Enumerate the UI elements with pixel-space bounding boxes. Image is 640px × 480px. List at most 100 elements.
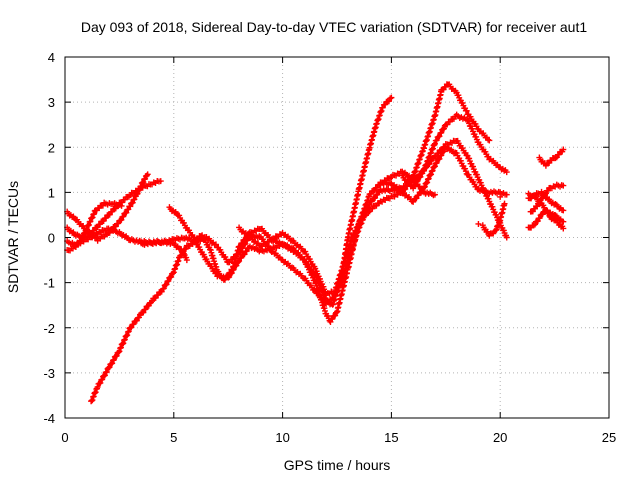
data-marker <box>112 223 119 230</box>
data-marker <box>486 137 493 144</box>
data-marker <box>125 328 132 335</box>
data-marker <box>235 259 242 266</box>
series-track-7 <box>138 94 395 308</box>
data-marker <box>372 194 379 201</box>
data-marker <box>352 227 359 234</box>
data-marker <box>503 191 510 198</box>
data-marker <box>560 218 567 225</box>
data-marker <box>115 220 122 227</box>
x-tick-label: 0 <box>61 430 68 445</box>
data-marker <box>436 155 443 162</box>
data-marker <box>117 344 124 351</box>
data-marker <box>101 372 108 379</box>
y-axis-label: SDTVAR / TECUs <box>5 181 21 293</box>
data-marker <box>463 107 470 114</box>
data-marker <box>115 349 122 356</box>
data-marker <box>163 281 170 288</box>
data-marker <box>560 182 567 189</box>
data-marker <box>109 360 116 367</box>
series-track-6 <box>166 144 510 325</box>
y-tick-label: 0 <box>48 231 55 246</box>
x-tick-label: 20 <box>493 430 507 445</box>
outlier-marker <box>475 220 482 227</box>
data-marker <box>371 187 378 194</box>
y-tick-label: -1 <box>43 276 55 291</box>
data-marker <box>149 298 156 305</box>
data-marker <box>440 125 447 132</box>
data-marker <box>110 356 117 363</box>
data-marker <box>118 202 125 209</box>
y-tick-label: -2 <box>43 321 55 336</box>
data-marker <box>368 198 375 205</box>
data-marker <box>417 173 424 180</box>
y-tick-label: 1 <box>48 185 55 200</box>
data-marker <box>436 133 443 140</box>
data-marker <box>429 167 436 174</box>
data-marker <box>402 186 409 193</box>
data-marker <box>332 312 339 319</box>
data-marker <box>327 318 334 325</box>
data-marker <box>152 294 159 301</box>
data-marker <box>532 221 539 228</box>
data-marker <box>120 340 127 347</box>
data-marker <box>356 219 363 226</box>
data-marker <box>140 309 147 316</box>
data-marker <box>362 212 369 219</box>
data-marker <box>99 376 106 383</box>
data-marker <box>419 170 426 177</box>
data-marker <box>349 235 356 241</box>
data-marker <box>168 273 175 280</box>
outlier-marker <box>551 211 558 218</box>
outlier-marker <box>497 193 504 200</box>
data-marker <box>109 208 116 215</box>
data-marker <box>182 245 189 252</box>
data-marker <box>180 249 187 256</box>
data-marker <box>388 94 395 101</box>
data-marker <box>385 98 392 105</box>
data-marker <box>413 195 420 202</box>
data-marker <box>367 190 374 197</box>
data-marker <box>94 224 101 231</box>
series-track-5 <box>88 137 510 405</box>
data-markers <box>64 81 567 405</box>
grid <box>65 57 609 418</box>
data-marker <box>155 291 162 298</box>
data-marker <box>87 218 94 225</box>
data-marker <box>212 241 219 248</box>
data-marker <box>100 217 107 224</box>
data-marker <box>374 191 381 198</box>
data-marker <box>233 262 240 269</box>
data-marker <box>239 239 246 246</box>
series-track-9 <box>399 111 510 192</box>
y-tick-label: 3 <box>48 95 55 110</box>
data-marker <box>130 321 137 328</box>
data-marker <box>536 215 543 222</box>
data-marker <box>428 171 435 178</box>
data-marker <box>116 348 123 355</box>
data-marker <box>534 218 541 225</box>
data-marker <box>183 257 190 264</box>
data-marker <box>438 152 445 159</box>
data-marker <box>89 214 96 221</box>
x-tick-label: 15 <box>384 430 398 445</box>
data-marker <box>178 252 185 259</box>
data-marker <box>135 314 142 321</box>
data-marker <box>560 225 567 232</box>
data-marker <box>142 306 149 313</box>
data-marker <box>379 104 386 111</box>
data-marker <box>140 179 147 186</box>
data-marker <box>103 214 110 221</box>
data-marker <box>158 288 165 295</box>
data-marker <box>241 251 248 258</box>
x-axis-label: GPS time / hours <box>284 457 391 473</box>
data-marker <box>129 199 136 206</box>
x-tick-label: 10 <box>275 430 289 445</box>
data-marker <box>82 229 89 236</box>
data-marker <box>144 171 151 178</box>
data-marker <box>237 243 244 250</box>
axis-ticks: 0 5 10 15 20 25 -4 -3 -2 -1 0 1 2 3 4 <box>43 50 616 445</box>
data-marker <box>431 191 438 198</box>
data-marker <box>503 169 510 176</box>
chart-title: Day 093 of 2018, Sidereal Day-to-day VTE… <box>81 19 588 35</box>
data-marker <box>230 266 237 273</box>
